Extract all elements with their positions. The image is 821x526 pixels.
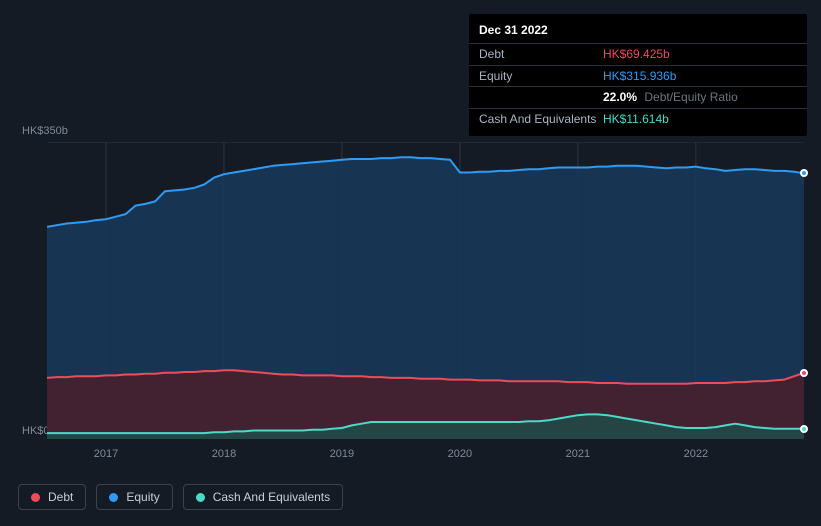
tooltip-value: HK$315.936b bbox=[603, 68, 676, 85]
tooltip-ratio-pct: 22.0% bbox=[603, 90, 637, 104]
dot-icon bbox=[31, 493, 40, 502]
legend-label: Equity bbox=[126, 490, 159, 504]
chart-plot[interactable] bbox=[47, 142, 804, 439]
legend-item-debt[interactable]: Debt bbox=[18, 484, 86, 510]
series-end-marker bbox=[800, 425, 808, 433]
dot-icon bbox=[196, 493, 205, 502]
legend-label: Cash And Equivalents bbox=[213, 490, 330, 504]
series-end-marker bbox=[800, 369, 808, 377]
tooltip-row-cash: Cash And Equivalents HK$11.614b bbox=[469, 108, 807, 130]
legend-label: Debt bbox=[48, 490, 73, 504]
x-tick-label: 2018 bbox=[212, 448, 236, 460]
tooltip-value: HK$69.425b bbox=[603, 46, 670, 63]
x-tick-label: 2022 bbox=[684, 448, 708, 460]
x-tick-label: 2019 bbox=[330, 448, 354, 460]
data-tooltip: Dec 31 2022 Debt HK$69.425b Equity HK$31… bbox=[469, 14, 807, 136]
tooltip-row-equity: Equity HK$315.936b bbox=[469, 65, 807, 87]
y-tick-label: HK$350b bbox=[22, 125, 68, 137]
chart-svg bbox=[47, 142, 804, 439]
tooltip-row-debt: Debt HK$69.425b bbox=[469, 43, 807, 65]
tooltip-label bbox=[479, 89, 603, 106]
x-tick-label: 2020 bbox=[448, 448, 472, 460]
x-tick-label: 2017 bbox=[94, 448, 118, 460]
tooltip-row-ratio: 22.0% Debt/Equity Ratio bbox=[469, 86, 807, 108]
y-tick-label: HK$0 bbox=[22, 425, 50, 437]
x-tick-label: 2021 bbox=[566, 448, 590, 460]
tooltip-value: HK$11.614b bbox=[603, 111, 669, 128]
tooltip-label: Cash And Equivalents bbox=[479, 111, 603, 128]
tooltip-label: Debt bbox=[479, 46, 603, 63]
legend-item-cash[interactable]: Cash And Equivalents bbox=[183, 484, 343, 510]
legend-item-equity[interactable]: Equity bbox=[96, 484, 172, 510]
legend: Debt Equity Cash And Equivalents bbox=[18, 484, 343, 510]
tooltip-label: Equity bbox=[479, 68, 603, 85]
tooltip-ratio-label: Debt/Equity Ratio bbox=[644, 90, 737, 104]
series-end-marker bbox=[800, 169, 808, 177]
tooltip-date: Dec 31 2022 bbox=[469, 20, 807, 43]
dot-icon bbox=[109, 493, 118, 502]
